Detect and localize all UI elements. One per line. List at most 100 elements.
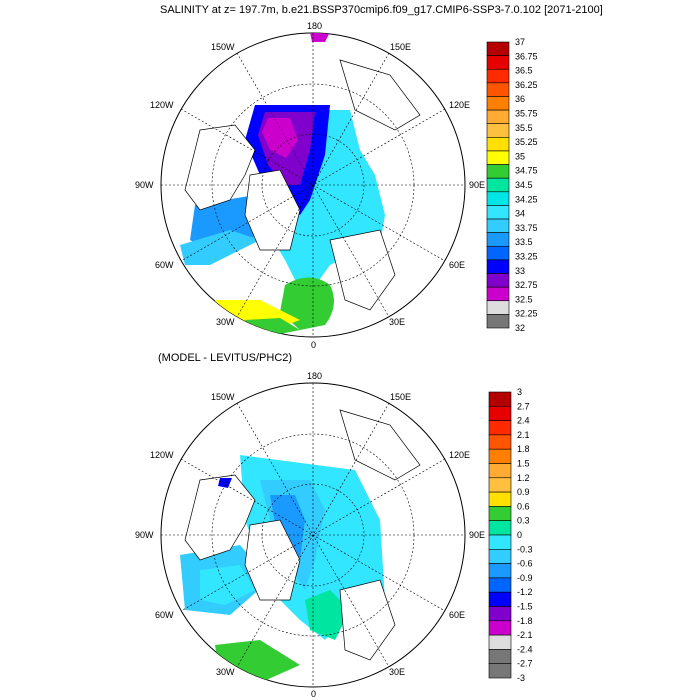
- salinity-colorbar-label: 33: [515, 266, 525, 276]
- difference-subtitle: (MODEL - LEVITUS/PHC2): [158, 352, 293, 364]
- difference-colorbar-swatch: [488, 606, 512, 622]
- diff-lon-label-60w: 60W: [155, 610, 174, 620]
- difference-colorbar-swatch: [488, 491, 512, 507]
- salinity-colorbar-swatch: [486, 286, 510, 302]
- salinity-colorbar-label: 36.5: [515, 66, 533, 76]
- difference-colorbar-swatch: [488, 391, 512, 407]
- salinity-colorbar-swatch: [486, 273, 510, 288]
- lon-label-60w: 60W: [155, 260, 174, 270]
- salinity-colorbar-swatch: [486, 245, 510, 261]
- salinity-colorbar-swatch: [486, 137, 510, 152]
- salinity-colorbar-label: 34.5: [515, 180, 533, 190]
- difference-colorbar-label: 1.8: [517, 444, 530, 454]
- salinity-colorbar-label: 32: [515, 323, 525, 333]
- plot-title: SALINITY at z= 197.7m, b.e21.BSSP370cmip…: [160, 4, 603, 16]
- salinity-field: [180, 33, 421, 337]
- graticule: [161, 33, 465, 337]
- salinity-colorbar-swatch: [486, 300, 510, 315]
- salinity-colorbar-swatch: [486, 96, 510, 111]
- diff-lon-label-150e: 150E: [390, 392, 411, 402]
- difference-colorbar-label: 2.1: [517, 430, 530, 440]
- difference-colorbar-label: -2.4: [517, 644, 533, 654]
- salinity-colorbar-swatch: [486, 232, 510, 247]
- lon-label-60e: 60E: [449, 260, 465, 270]
- difference-colorbar-swatch: [488, 591, 512, 607]
- salinity-colorbar-swatch: [486, 314, 510, 329]
- diff-lon-label-180: 180: [307, 371, 322, 381]
- salinity-colorbar-swatch: [486, 164, 510, 179]
- difference-colorbar: 3 2.7 2.4 2.1 1.8 1.5 1.2 0.9 0.6 0.3 0 -0.3 -0.6 -0.…: [488, 387, 533, 683]
- lon-label-90e: 90E: [469, 180, 485, 190]
- difference-colorbar-label: 3: [517, 387, 522, 397]
- salinity-colorbar: 37 36.75 36.5 36.25 36 35.75 35.5 35.25 35 34.75 3…: [486, 37, 538, 333]
- salinity-colorbar-swatch: [486, 82, 510, 97]
- salinity-colorbar-label: 36.75: [515, 51, 538, 61]
- difference-colorbar-swatch: [488, 477, 512, 493]
- salinity-colorbar-label: 35: [515, 151, 525, 161]
- diff-lon-label-120w: 120W: [150, 450, 174, 460]
- salinity-colorbar-swatch: [486, 177, 510, 193]
- salinity-colorbar-swatch: [486, 205, 510, 220]
- difference-colorbar-label: 0.9: [517, 487, 530, 497]
- salinity-colorbar-label: 35.75: [515, 109, 538, 119]
- salinity-colorbar-swatch: [486, 109, 510, 125]
- difference-colorbar-label: 1.5: [517, 459, 530, 469]
- difference-colorbar-label: -2.1: [517, 630, 533, 640]
- difference-colorbar-label: 2.7: [517, 401, 530, 411]
- difference-colorbar-swatch: [488, 649, 512, 665]
- difference-colorbar-swatch: [488, 663, 512, 679]
- difference-colorbar-label: -0.9: [517, 573, 533, 583]
- lon-label-30e: 30E: [389, 317, 405, 327]
- difference-colorbar-swatch: [488, 563, 512, 579]
- difference-colorbar-label: 0: [517, 530, 522, 540]
- difference-colorbar-swatch: [488, 420, 512, 436]
- difference-colorbar-label: 1.2: [517, 473, 530, 483]
- salinity-colorbar-label: 34.25: [515, 194, 538, 204]
- salinity-colorbar-label: 36: [515, 94, 525, 104]
- diff-lon-label-60e: 60E: [449, 610, 465, 620]
- lon-label-150e: 150E: [390, 42, 411, 52]
- diff-lon-label-30w: 30W: [216, 667, 235, 677]
- lon-label-0: 0: [311, 340, 316, 350]
- difference-colorbar-label: -1.5: [517, 602, 533, 612]
- diff-lon-label-90e: 90E: [469, 530, 485, 540]
- lon-label-90w: 90W: [135, 180, 154, 190]
- difference-colorbar-swatch: [488, 434, 512, 450]
- difference-colorbar-swatch: [488, 506, 512, 521]
- lon-label-150w: 150W: [211, 42, 235, 52]
- difference-colorbar-label: 0.6: [517, 501, 530, 511]
- salinity-colorbar-swatch: [486, 150, 510, 165]
- lon-label-120e: 120E: [449, 100, 470, 110]
- difference-colorbar-swatch: [488, 534, 512, 550]
- difference-colorbar-swatch: [488, 448, 512, 464]
- difference-colorbar-label: 0.3: [517, 516, 530, 526]
- difference-colorbar-label: -1.8: [517, 616, 533, 626]
- salinity-colorbar-label: 34: [515, 209, 525, 219]
- diff-lon-label-30e: 30E: [389, 667, 405, 677]
- salinity-colorbar-swatch: [486, 55, 510, 70]
- salinity-colorbar-label: 37: [515, 37, 525, 47]
- salinity-colorbar-swatch: [486, 68, 510, 84]
- diff-lon-label-0: 0: [311, 689, 316, 699]
- difference-colorbar-swatch: [488, 463, 512, 479]
- difference-map: 180 0 150W 150E 120W 120E 90W 90E 60W 60…: [135, 371, 485, 699]
- difference-colorbar-label: -2.7: [517, 659, 533, 669]
- salinity-colorbar-label: 33.25: [515, 252, 538, 262]
- salinity-colorbar-label: 32.5: [515, 294, 533, 304]
- difference-colorbar-swatch: [488, 577, 512, 593]
- difference-colorbar-label: -1.2: [517, 587, 533, 597]
- salinity-colorbar-label: 32.75: [515, 280, 538, 290]
- difference-colorbar-swatch: [488, 620, 512, 636]
- salinity-map: 180 0 150W 150E 120W 120E 90W 90E 60W 60…: [135, 21, 485, 350]
- salinity-colorbar-label: 36.25: [515, 80, 538, 90]
- difference-colorbar-swatch: [488, 634, 512, 650]
- salinity-colorbar-label: 35.25: [515, 137, 538, 147]
- salinity-colorbar-label: 32.25: [515, 309, 538, 319]
- lon-label-120w: 120W: [150, 100, 174, 110]
- salinity-colorbar-swatch: [486, 218, 510, 233]
- difference-colorbar-swatch: [488, 405, 512, 421]
- salinity-colorbar-swatch: [486, 41, 510, 56]
- graticule-difference: [161, 383, 465, 687]
- lon-label-30w: 30W: [216, 317, 235, 327]
